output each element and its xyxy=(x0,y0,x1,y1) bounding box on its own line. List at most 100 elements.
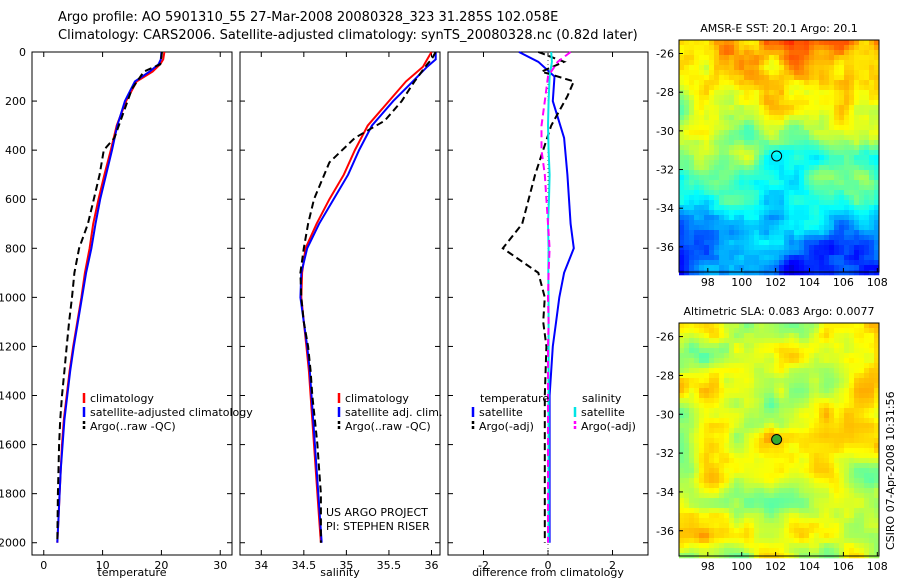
map-cell xyxy=(814,378,820,384)
map-cell xyxy=(729,453,735,459)
map-cell xyxy=(739,483,745,489)
map-cell xyxy=(854,200,860,206)
map-cell xyxy=(834,528,840,534)
map-cell xyxy=(749,270,755,276)
map-cell xyxy=(709,513,715,519)
map-cell xyxy=(869,423,875,429)
map-cell xyxy=(839,428,845,434)
map-cell xyxy=(754,543,760,549)
map-cell xyxy=(739,135,745,141)
map-cell xyxy=(779,125,785,131)
map-cell xyxy=(729,353,735,359)
map-cell xyxy=(744,398,750,404)
map-cell xyxy=(734,165,740,171)
map-cell xyxy=(804,135,810,141)
map-cell xyxy=(774,120,780,126)
map-cell xyxy=(854,140,860,146)
map-cell xyxy=(729,368,735,374)
map-cell xyxy=(784,225,790,231)
map-cell xyxy=(809,150,815,156)
map-cell xyxy=(809,180,815,186)
map-cell xyxy=(814,393,820,399)
map-cell xyxy=(729,403,735,409)
map-cell xyxy=(834,240,840,246)
map-cell xyxy=(864,200,870,206)
map-cell xyxy=(684,120,690,126)
map-cell xyxy=(849,200,855,206)
map-cell xyxy=(784,200,790,206)
map-cell xyxy=(789,170,795,176)
map-cell xyxy=(784,523,790,529)
map-cell xyxy=(679,478,685,484)
map-cell xyxy=(779,393,785,399)
map-cell xyxy=(844,438,850,444)
map-cell xyxy=(769,358,775,364)
map-cell xyxy=(854,473,860,479)
map-cell xyxy=(779,443,785,449)
map-cell xyxy=(709,498,715,504)
map-cell xyxy=(779,235,785,241)
map-cell xyxy=(679,503,685,509)
map-cell xyxy=(849,125,855,131)
map-cell xyxy=(834,60,840,66)
map-cell xyxy=(799,225,805,231)
map-cell xyxy=(729,225,735,231)
map-cell xyxy=(829,493,835,499)
plot-frame xyxy=(31,51,233,556)
map-cell xyxy=(859,70,865,76)
map-cell xyxy=(839,60,845,66)
map-cell xyxy=(839,255,845,261)
map-cell xyxy=(794,210,800,216)
map-cell xyxy=(844,215,850,221)
map-cell xyxy=(784,195,790,201)
map-cell xyxy=(744,508,750,514)
map-cell xyxy=(834,75,840,81)
map-cell xyxy=(789,195,795,201)
map-cell xyxy=(704,323,710,329)
map-cell xyxy=(794,115,800,121)
map-cell xyxy=(679,225,685,231)
map-cell xyxy=(844,388,850,394)
map-cell xyxy=(824,220,830,226)
map-cell xyxy=(759,225,765,231)
map-cell xyxy=(689,90,695,96)
map-cell xyxy=(754,413,760,419)
map-cell xyxy=(719,205,725,211)
map-cell xyxy=(829,383,835,389)
map-cell xyxy=(714,488,720,494)
map-cell xyxy=(794,393,800,399)
map-cell xyxy=(829,498,835,504)
map-cell xyxy=(689,165,695,171)
map-cell xyxy=(779,65,785,71)
map-cell xyxy=(829,270,835,276)
y-tick-label: 1800 xyxy=(0,488,26,501)
map-cell xyxy=(799,165,805,171)
map-cell xyxy=(694,125,700,131)
map-cell xyxy=(854,85,860,91)
map-cell xyxy=(874,45,880,51)
map-cell xyxy=(739,368,745,374)
map-cell xyxy=(804,528,810,534)
temperature-profile: 0 10 20 30020040060080010001200140016001800… xyxy=(0,46,233,579)
map-cell xyxy=(784,408,790,414)
map-cell xyxy=(819,453,825,459)
map-cell xyxy=(729,488,735,494)
map-cell xyxy=(729,413,735,419)
map-cell xyxy=(689,95,695,101)
map-cell xyxy=(749,383,755,389)
map-cell xyxy=(809,220,815,226)
map-cell xyxy=(844,548,850,554)
map-cell xyxy=(714,463,720,469)
map-cell xyxy=(784,518,790,524)
map-cell xyxy=(854,115,860,121)
map-cell xyxy=(719,398,725,404)
map-cell xyxy=(724,95,730,101)
map-cell xyxy=(854,55,860,61)
map-cell xyxy=(734,433,740,439)
map-cell xyxy=(814,543,820,549)
map-cell xyxy=(744,45,750,51)
map-cell xyxy=(739,245,745,251)
map-cell xyxy=(769,80,775,86)
map-cell xyxy=(694,55,700,61)
